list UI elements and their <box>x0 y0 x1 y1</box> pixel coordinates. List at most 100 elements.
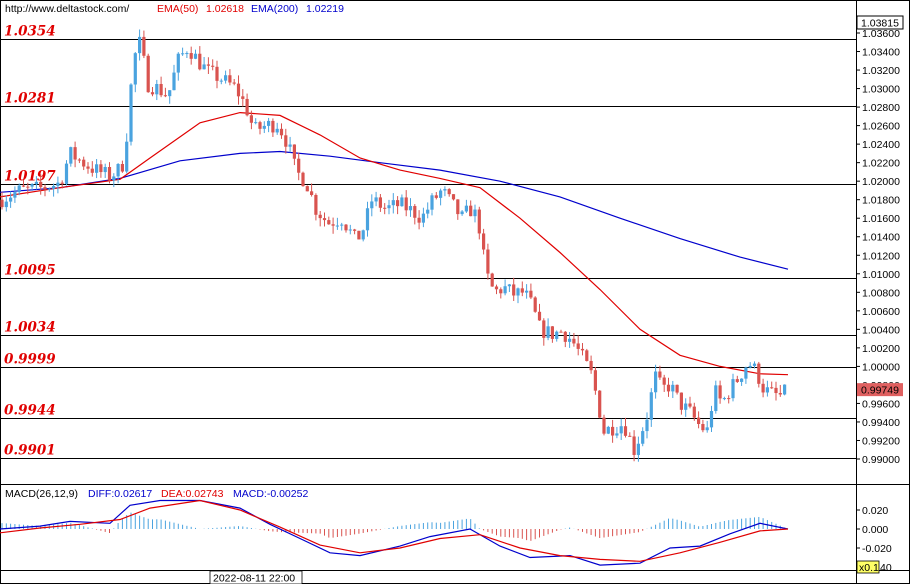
candle-body <box>434 195 438 198</box>
price-tick-label: 1.00400 <box>862 324 900 336</box>
candle-body <box>0 199 4 208</box>
candle-body <box>507 284 511 287</box>
price-axis: 1.03600 1.03400 1.03200 1.03000 1.02800 1.026… <box>856 28 900 466</box>
candle-body <box>701 424 705 431</box>
candle-body <box>224 75 228 81</box>
candle-body <box>589 360 593 371</box>
macd-tick-label: -0.020 <box>862 543 892 555</box>
macd-partial-tick: 40 <box>880 562 892 574</box>
candle-body <box>473 209 477 217</box>
candle-body <box>30 184 34 187</box>
candle-body <box>262 125 266 129</box>
level-label: 0.9901 <box>4 443 56 459</box>
price-tick-label: 1.02600 <box>862 121 900 133</box>
zoom-label[interactable]: x0.1 <box>859 562 879 574</box>
candle-body <box>503 286 507 294</box>
current-price-box <box>857 383 903 397</box>
candle-body <box>675 384 679 393</box>
candle-body <box>623 426 628 436</box>
candle-body <box>86 166 90 169</box>
candle-body <box>138 36 142 54</box>
level-label: 1.0354 <box>4 24 56 40</box>
zoom-box[interactable] <box>856 560 880 574</box>
candle-body <box>550 326 554 339</box>
candle-body <box>159 83 163 96</box>
ema50-label: EMA(50) <box>157 3 198 15</box>
candle-body <box>451 194 456 200</box>
candle-body <box>17 185 21 193</box>
horizontal-levels: 1.0354 1.0281 1.0197 1.0095 1.0034 0.9999 0.99… <box>0 24 856 459</box>
candle-body <box>469 205 473 217</box>
candle-body <box>245 98 249 116</box>
candle-body <box>21 185 26 187</box>
candle-body <box>202 64 206 70</box>
candle-body <box>580 348 585 351</box>
site-url[interactable]: http://www.deltastock.com/ <box>5 3 129 15</box>
candle-body <box>628 435 632 437</box>
candle-body <box>297 158 301 173</box>
price-tick-label: 1.02200 <box>862 158 900 170</box>
macd-tick-label: 0.020 <box>862 505 888 517</box>
candle-body <box>353 229 357 231</box>
price-tick-label: 1.03400 <box>862 47 900 59</box>
candle-body <box>568 338 572 342</box>
candle-body <box>770 387 774 389</box>
candle-body <box>783 384 787 395</box>
candle-body <box>533 297 537 312</box>
price-tick-label: 1.01600 <box>862 213 900 225</box>
candle-body <box>684 403 688 410</box>
candle-body <box>232 82 236 84</box>
candle-body <box>546 326 550 338</box>
candle-body <box>4 201 8 208</box>
candle-body <box>641 431 645 444</box>
macd-axis: 0.020 0.000 -0.020 <box>856 505 892 555</box>
candle-body <box>56 182 60 186</box>
candlesticks <box>0 29 787 462</box>
candle-body <box>116 163 120 177</box>
price-tick-label: 1.01800 <box>862 195 900 207</box>
candle-body <box>322 218 327 221</box>
candle-body <box>619 426 623 434</box>
candle-body <box>413 206 417 218</box>
candle-body <box>198 53 202 70</box>
ema200-label: EMA(200) <box>251 3 298 15</box>
candle-body <box>615 433 619 436</box>
candle-body <box>107 166 112 181</box>
candle-body <box>408 206 413 211</box>
level-label: 0.9944 <box>4 403 56 419</box>
macd-diff-line <box>0 499 789 566</box>
candle-body <box>52 185 56 189</box>
candle-body <box>305 186 309 192</box>
candle-body <box>391 200 395 206</box>
candle-body <box>90 168 94 173</box>
candle-body <box>279 128 284 136</box>
candle-body <box>365 208 370 231</box>
candle-body <box>370 201 374 209</box>
price-tick-label: 1.00600 <box>862 306 900 318</box>
candle-body <box>181 53 185 55</box>
candle-body <box>576 343 580 349</box>
candle-body <box>64 163 69 184</box>
price-tick-label: 1.00000 <box>862 361 900 373</box>
price-tick-label: 0.99400 <box>862 417 900 429</box>
candle-body <box>447 189 451 195</box>
candle-body <box>288 144 292 147</box>
candle-body <box>267 120 271 126</box>
candle-body <box>254 122 258 124</box>
candle-body <box>748 365 752 368</box>
price-tick-label: 0.99000 <box>862 454 900 466</box>
candle-body <box>658 371 662 378</box>
candle-body <box>400 197 404 207</box>
candle-body <box>357 230 361 240</box>
candle-body <box>529 290 533 298</box>
candle-body <box>559 331 563 333</box>
price-tick-label: 0.99600 <box>862 398 900 410</box>
macd-title: MACD(26,12,9) <box>5 488 78 500</box>
candle-body <box>331 224 335 226</box>
candle-body <box>611 426 615 436</box>
candle-body <box>348 229 352 231</box>
candle-body <box>172 72 176 91</box>
candle-body <box>26 186 30 188</box>
candle-body <box>688 403 692 407</box>
candle-body <box>39 181 43 188</box>
